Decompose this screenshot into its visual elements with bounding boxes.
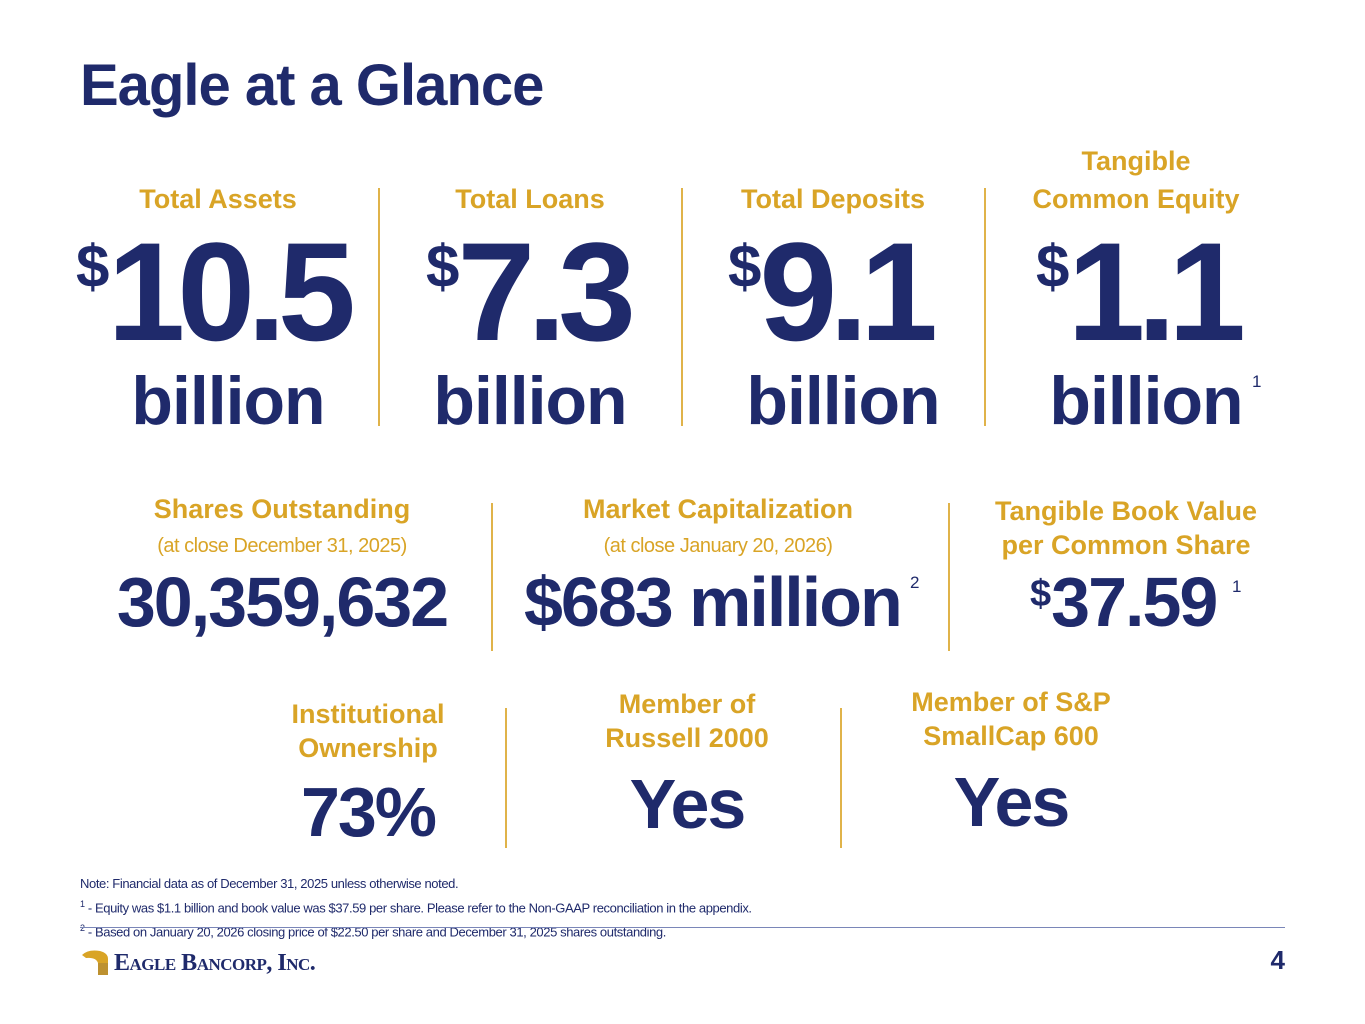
value-number: 10.5 xyxy=(107,213,356,370)
tbv-value: $37.59 xyxy=(1030,562,1218,662)
eagle-icon xyxy=(82,950,108,975)
tce-value: $1.1 xyxy=(1036,222,1246,362)
currency-symbol: $ xyxy=(426,233,459,300)
value-number: 1.1 xyxy=(1067,213,1246,370)
institutional-value: 73% xyxy=(300,773,437,851)
logo-text: Eagle Bancorp, Inc. xyxy=(114,949,316,976)
row1-divider-1 xyxy=(378,188,380,426)
institutional-label-line2: Ownership xyxy=(298,733,438,763)
total-assets-label: Total Assets xyxy=(139,184,297,214)
note-1-text: - Equity was $1.1 billion and book value… xyxy=(84,900,752,916)
total-loans-value: $7.3 xyxy=(426,222,636,362)
tce-footnote-marker: 1 xyxy=(1252,372,1262,391)
page-number: 4 xyxy=(1270,945,1285,975)
footnotes: Note: Financial data as of December 31, … xyxy=(80,874,752,943)
tce-label-line2: Common Equity xyxy=(1032,184,1240,214)
currency-symbol: $ xyxy=(76,233,109,300)
footer-divider xyxy=(80,927,1285,928)
value-number: 7.3 xyxy=(457,213,636,370)
value-number: 9.1 xyxy=(759,213,938,370)
row2-divider-2 xyxy=(948,503,950,651)
page-title: Eagle at a Glance xyxy=(80,53,544,118)
total-deposits-unit: billion xyxy=(746,363,940,439)
tbv-footnote-marker: 1 xyxy=(1232,577,1242,596)
market-cap-value: $683 million xyxy=(524,563,903,641)
note-2: 2 - Based on January 20, 2026 closing pr… xyxy=(80,918,752,942)
total-assets-unit: billion xyxy=(131,363,325,439)
tce-unit: billion xyxy=(1049,363,1243,439)
row2-divider-1 xyxy=(491,503,493,651)
total-deposits-value: $9.1 xyxy=(728,222,938,362)
row3-divider-1 xyxy=(505,708,507,848)
currency-symbol: $ xyxy=(728,233,761,300)
total-deposits-label: Total Deposits xyxy=(740,184,926,214)
note-1: 1 - Equity was $1.1 billion and book val… xyxy=(80,894,752,918)
tbv-label-line1: Tangible Book Value xyxy=(994,496,1258,526)
market-cap-label: Market Capitalization xyxy=(582,494,854,524)
row1-divider-2 xyxy=(681,188,683,426)
company-logo: Eagle Bancorp, Inc. xyxy=(80,948,316,978)
note-2-text: - Based on January 20, 2026 closing pric… xyxy=(84,924,667,940)
row1-divider-3 xyxy=(984,188,986,426)
russell-value: Yes xyxy=(629,765,747,843)
value-number: 37.59 xyxy=(1051,563,1218,641)
tce-label-line1: Tangible xyxy=(1081,146,1191,176)
row3-divider-2 xyxy=(840,708,842,848)
note-2-marker: 2 xyxy=(80,923,85,934)
total-loans-label: Total Loans xyxy=(455,184,605,214)
total-loans-unit: billion xyxy=(433,363,627,439)
russell-label-line1: Member of xyxy=(618,689,756,719)
currency-symbol: $ xyxy=(1036,233,1069,300)
shares-outstanding-sub: (at close December 31, 2025) xyxy=(157,535,407,557)
market-cap-sub: (at close January 20, 2026) xyxy=(603,535,833,557)
institutional-label-line1: Institutional xyxy=(291,699,445,729)
shares-outstanding-label: Shares Outstanding xyxy=(153,494,411,524)
tbv-label-line2: per Common Share xyxy=(1001,530,1251,560)
currency-symbol: $ xyxy=(1030,573,1052,615)
market-cap-footnote-marker: 2 xyxy=(910,573,920,592)
russell-label-line2: Russell 2000 xyxy=(605,723,769,753)
note-general: Note: Financial data as of December 31, … xyxy=(80,876,459,891)
note-1-marker: 1 xyxy=(80,899,85,909)
total-assets-value: $10.5 xyxy=(76,222,356,362)
shares-outstanding-value: 30,359,632 xyxy=(116,563,449,641)
sp-label-line1: Member of S&P xyxy=(911,687,1111,717)
sp-label-line2: SmallCap 600 xyxy=(923,721,1099,751)
sp-value: Yes xyxy=(953,763,1071,841)
